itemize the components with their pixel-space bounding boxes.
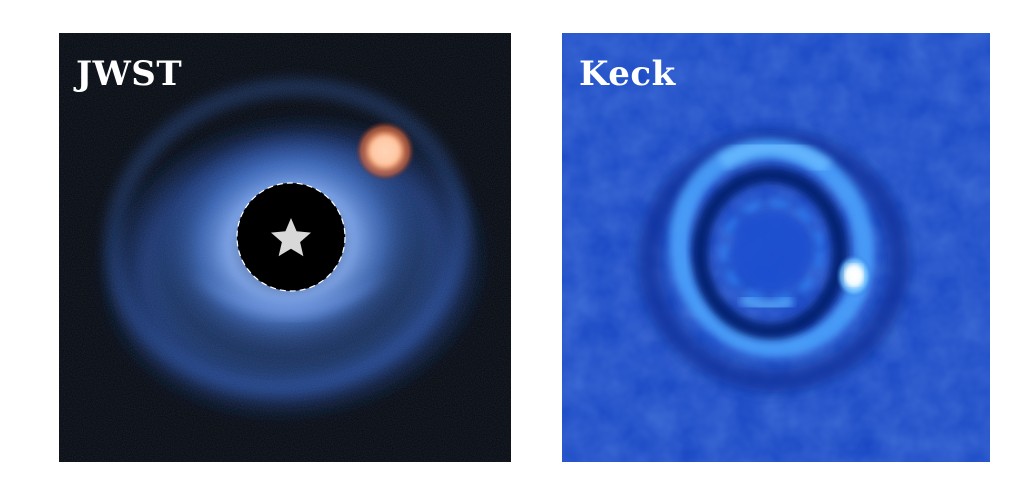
keck-image-panel: Keck xyxy=(562,33,990,462)
jwst-label: JWST xyxy=(76,57,182,91)
jwst-image-panel: JWST xyxy=(59,33,511,462)
keck-label: Keck xyxy=(579,57,676,91)
keck-image xyxy=(562,33,990,462)
jwst-image xyxy=(59,33,511,462)
